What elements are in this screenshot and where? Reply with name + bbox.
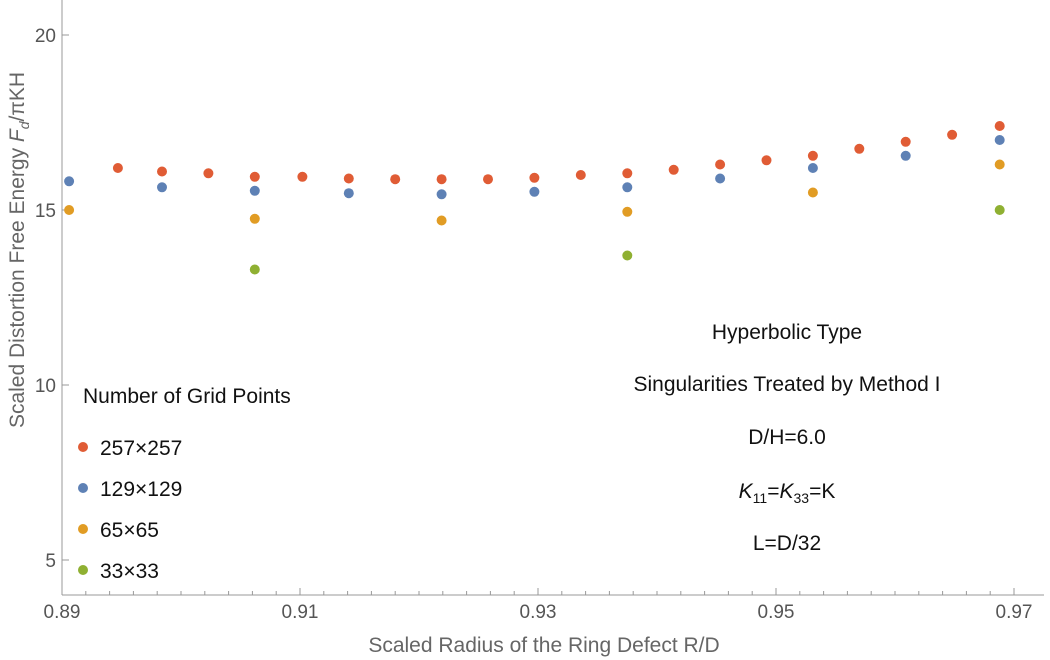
data-point-series-2 [994, 135, 1005, 145]
data-point-series-1 [297, 171, 308, 182]
data-point-series-2 [715, 173, 726, 184]
data-point-series-3 [249, 213, 260, 224]
data-point-series-1 [947, 129, 958, 140]
y-axis-title: Scaled Distortion Free Energy Fd/πKH [6, 72, 32, 428]
x-tick-label: 0.95 [758, 602, 795, 623]
annotation-k11-sub: 11 [753, 490, 768, 506]
data-point-series-2 [436, 189, 447, 200]
legend-title: Number of Grid Points [83, 385, 291, 408]
x-tick-label: 0.89 [44, 602, 81, 623]
annotation-k33-sub: 33 [793, 490, 809, 506]
annotation-k-eq: = [767, 480, 779, 503]
data-point-series-1 [112, 163, 123, 173]
x-tick-label: 0.91 [282, 602, 319, 623]
data-point-series-2 [64, 176, 75, 187]
y-ticks: 5 10 15 20 [35, 26, 69, 572]
legend-label: 129×129 [100, 478, 182, 501]
axes [61, 0, 1044, 596]
data-point-series-4 [622, 250, 633, 261]
y-tick-label: 15 [35, 201, 56, 222]
legend-marker [78, 483, 88, 493]
data-point-series-2 [622, 182, 633, 193]
data-point-series-4 [249, 264, 260, 275]
x-axis-title: Scaled Radius of the Ring Defect R/D [368, 634, 719, 657]
annotation-type: Hyperbolic Type [712, 321, 862, 344]
data-point-series-1 [343, 173, 354, 184]
x-tick-label: 0.97 [996, 602, 1033, 623]
annotation-l: L=D/32 [753, 532, 821, 555]
legend-marker [78, 442, 88, 452]
data-point-series-4 [994, 205, 1005, 215]
data-point-series-2 [900, 150, 911, 161]
y-axis-title-sub: d [16, 120, 32, 129]
legend: Number of Grid Points 257×257 129×129 65×6… [78, 385, 291, 583]
y-tick-label: 20 [35, 26, 56, 47]
data-point-series-1 [575, 170, 586, 180]
data-point-series-1 [622, 168, 633, 179]
data-point-series-2 [249, 185, 260, 196]
annotation-dh: D/H=6.0 [748, 426, 826, 449]
data-point-series-3 [807, 187, 818, 198]
data-point-series-2 [807, 163, 818, 173]
data-point-series-1 [715, 159, 726, 170]
annotation-method: Singularities Treated by Method I [633, 373, 940, 396]
x-tick-label: 0.93 [520, 602, 557, 623]
data-points [64, 121, 1005, 275]
data-point-series-1 [529, 172, 540, 183]
data-point-series-1 [900, 136, 911, 147]
y-axis-title-main: Scaled Distortion Free Energy [6, 142, 29, 428]
data-point-series-3 [994, 159, 1005, 170]
y-axis-title-f: F [6, 128, 29, 142]
data-point-series-3 [64, 205, 75, 215]
data-point-series-2 [529, 186, 540, 197]
legend-label: 257×257 [100, 437, 182, 460]
annotation-k: K11=K33=K [739, 480, 836, 506]
data-point-series-1 [761, 155, 772, 166]
data-point-series-1 [854, 143, 865, 154]
annotation-k11: K [739, 480, 754, 503]
data-point-series-3 [436, 215, 447, 226]
data-point-series-2 [157, 182, 167, 193]
data-point-series-1 [483, 174, 493, 185]
data-point-series-1 [668, 164, 679, 175]
data-point-series-1 [203, 168, 214, 179]
data-point-series-1 [436, 174, 447, 185]
legend-items: 257×257 129×129 65×65 33×33 [78, 437, 182, 583]
data-point-series-1 [994, 121, 1005, 131]
legend-marker [78, 565, 88, 575]
annotations: Hyperbolic Type Singularities Treated by… [633, 321, 940, 555]
data-point-series-2 [343, 188, 354, 199]
y-tick-label: 10 [35, 376, 56, 397]
annotation-k33: K [779, 480, 794, 503]
data-point-series-3 [622, 206, 633, 217]
data-point-series-1 [249, 171, 260, 182]
legend-marker [78, 524, 88, 534]
annotation-k-rest: =K [809, 480, 835, 503]
data-point-series-1 [390, 174, 401, 185]
legend-label: 65×65 [100, 519, 159, 542]
data-point-series-1 [157, 166, 167, 177]
legend-label: 33×33 [100, 560, 159, 583]
y-axis-title-rest: /πKH [6, 72, 29, 122]
y-tick-label: 5 [45, 551, 56, 572]
data-point-series-1 [807, 150, 818, 161]
x-ticks: 0.89 0.91 0.93 0.95 0.97 [44, 588, 1033, 623]
